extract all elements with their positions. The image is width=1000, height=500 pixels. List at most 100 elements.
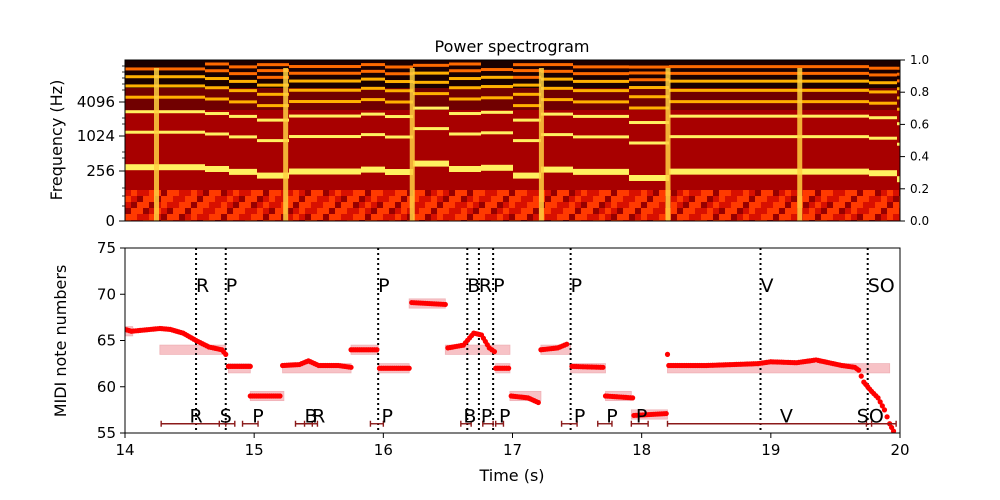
spectrogram-harmonic [205,69,209,73]
spectrogram-cell [689,208,695,214]
spectrogram-harmonic [653,71,657,75]
spectrogram-harmonic [661,141,665,145]
spectrogram-harmonic [321,88,325,92]
spectrogram-harmonic [193,84,197,88]
spectrogram-harmonic [529,139,533,143]
spectrogram-cell [257,202,263,208]
spectrogram-harmonic [445,92,449,96]
spectrogram-harmonic [401,115,405,119]
spectrogram-harmonic [393,169,397,175]
spectrogram-harmonic [897,66,900,70]
spectrogram-harmonic [845,100,849,104]
spectrogram-cell [863,202,869,208]
spectrogram-cell [293,196,299,202]
spectrogram-cell [623,208,629,214]
spectrogram-harmonic [513,69,517,73]
spectrogram-harmonic [881,170,885,177]
spectrogram-harmonic [565,112,569,116]
spectrogram-harmonic [617,72,621,76]
spectrogram-harmonic [681,135,685,139]
pitch-x-label: Time (s) [478,466,544,485]
spectrogram-harmonic [341,168,345,175]
spectrogram-cell [623,214,629,220]
spectrogram-harmonic [177,130,181,134]
spectrogram-harmonic [757,100,761,104]
spectrogram-cell [785,196,791,202]
spectrogram-cell [395,208,401,214]
spectrogram-cell [575,202,581,208]
spectrogram-cell [443,202,449,208]
spectrogram-harmonic [745,114,749,118]
spectrogram-harmonic [461,97,465,101]
pitch-x-tick-label: 19 [761,441,780,459]
spectrogram-harmonic [473,77,477,81]
spectrogram-cell [455,196,461,202]
spectrogram-harmonic [569,98,573,102]
spectrogram-harmonic [801,65,805,69]
spectrogram-harmonic [597,79,601,83]
spectrogram-harmonic [705,65,709,69]
spectrogram-harmonic [821,88,825,92]
spectrogram-harmonic [253,135,257,139]
spectrogram-harmonic [341,88,345,92]
spectrogram-harmonic [445,106,449,110]
spectrogram-harmonic [425,71,429,75]
spectrogram-harmonic [801,100,805,104]
spectrogram-harmonic [385,169,389,175]
spectrogram-harmonic [789,135,793,139]
spectrogram-harmonic [861,114,865,118]
spectrogram-harmonic [645,86,649,90]
spectrogram-harmonic [873,116,877,120]
spectrogram-cell [767,208,773,214]
spectrogram-onset-column [538,68,544,221]
spectrogram-cell [251,196,257,202]
spectrogram-harmonic [385,100,389,104]
spectrogram-harmonic [781,79,785,83]
spectrogram-cell [773,202,779,208]
spectrogram-harmonic [361,166,365,173]
spectrogram-harmonic [809,100,813,104]
spectrogram-harmonic [897,122,900,126]
spectrogram-harmonic [717,79,721,83]
spectrogram-cell [869,208,875,214]
spectrogram-harmonic [477,69,481,73]
onset-label: P [571,275,582,297]
spectrogram-harmonic [749,65,753,69]
spectrogram-harmonic [825,135,829,139]
spectrogram-cell [323,214,329,220]
spectrogram-cell [875,202,881,208]
spectrogram-cell [143,196,149,202]
spectrogram-harmonic [705,114,709,118]
spectrogram-harmonic [313,168,317,175]
spectrogram-harmonic [273,104,277,108]
spectrogram-cell [533,202,539,208]
note-box [444,344,511,355]
spectrogram-harmonic [289,71,293,75]
spectrogram-harmonic [225,97,229,101]
spectrogram-harmonic [781,168,785,175]
spectrogram-harmonic [221,166,225,172]
spectrogram-harmonic [189,164,193,171]
spectrogram-harmonic [773,79,777,83]
spectrogram-cell [701,196,707,202]
spectrogram-harmonic [433,160,437,167]
spectrogram-harmonic [133,130,137,134]
spectrogram-cell [641,208,647,214]
spectrogram-harmonic [597,168,601,175]
colorbar-tick-label: 0.2 [910,182,929,196]
spectrogram-cell [821,196,827,202]
spectrogram-harmonic [269,118,273,122]
spectrogram-cell [857,214,863,220]
spectrogram-cell [479,196,485,202]
spectrogram-harmonic [377,166,381,173]
spectrogram-harmonic [869,81,873,85]
spectrogram-cell [335,190,341,196]
spectrogram-harmonic [557,98,561,102]
spectrogram-harmonic [465,97,469,101]
spectrogram-cell [545,190,551,196]
spectrogram-harmonic [885,101,889,105]
spectrogram-harmonic [325,88,329,92]
spectrogram-harmonic [881,136,885,140]
spectrogram-harmonic [865,135,869,139]
spectrogram-harmonic [269,92,273,96]
